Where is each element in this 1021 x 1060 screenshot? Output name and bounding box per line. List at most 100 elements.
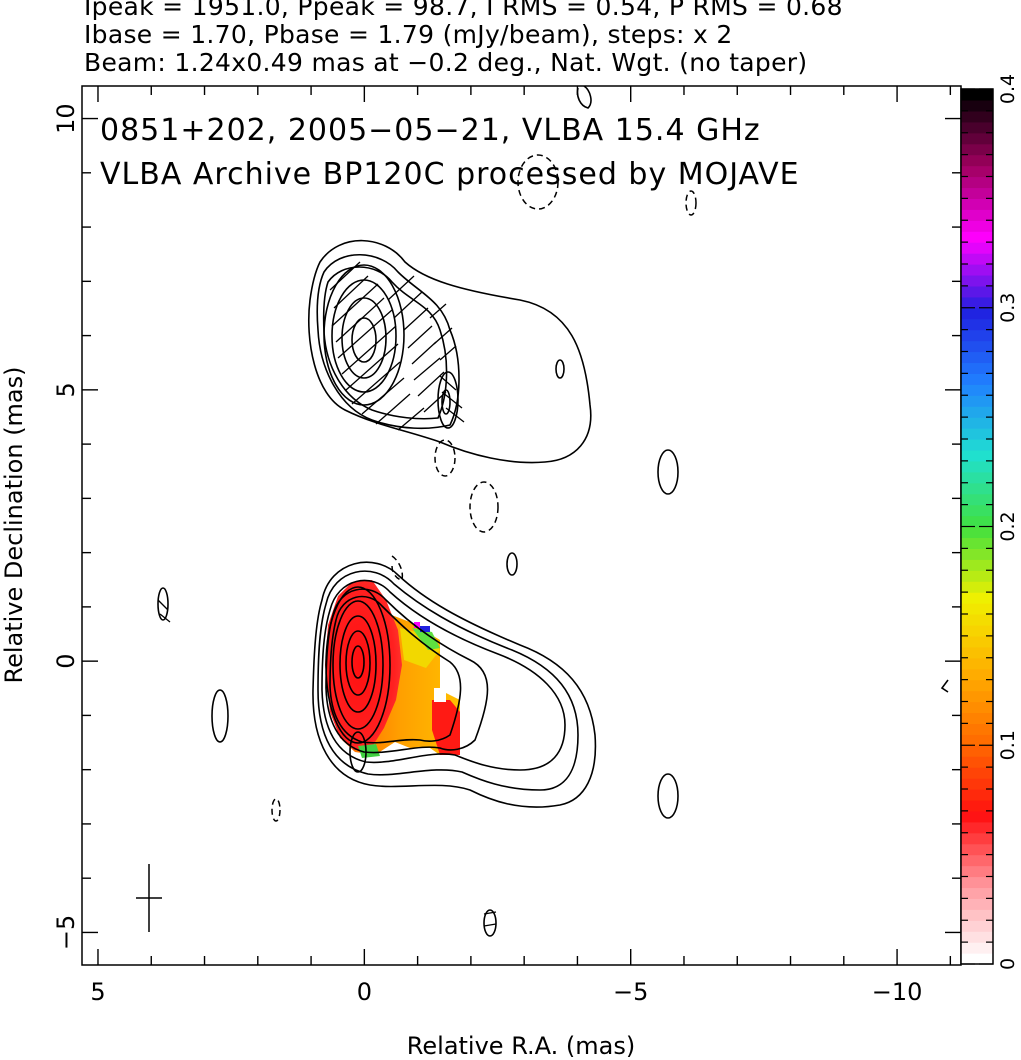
colorbar-band <box>961 843 993 856</box>
plot-frame <box>81 85 962 966</box>
colorbar-band <box>961 887 993 899</box>
colorbar-band <box>961 187 993 199</box>
core-contour-3 <box>321 579 566 771</box>
green-edge-polarization-patch <box>358 744 380 758</box>
colorbar-band <box>961 231 993 243</box>
header-stats-line: Ipeak = 1951.0, Ppeak = 98.7, I RMS = 0.… <box>84 0 843 21</box>
negative-contour <box>469 481 499 533</box>
colorbar-band <box>961 646 993 659</box>
colorbar-band <box>961 635 993 648</box>
north-contour-9 <box>441 389 451 415</box>
colorbar-band <box>961 395 993 407</box>
x-axis-ticks: 5 0 −5 −10 <box>90 86 952 1006</box>
isolated-contour <box>940 679 949 693</box>
colorbar-band <box>961 264 993 276</box>
colorbar-band <box>961 942 993 954</box>
colorbar-band <box>961 767 993 779</box>
colorbar-band <box>961 209 993 221</box>
white-jet-gap <box>434 688 446 702</box>
y-tick-label: 0 <box>52 654 80 669</box>
isolated-contour <box>157 587 169 621</box>
core-contour-6 <box>325 586 391 744</box>
y-tick-label: −5 <box>52 915 80 950</box>
red-jet-polarization-patch <box>432 700 460 755</box>
colorbar-band <box>961 362 993 374</box>
north-contour-6 <box>341 297 387 379</box>
core-contour-7 <box>332 600 384 730</box>
isolated-contour <box>657 449 679 495</box>
core-contour-8 <box>339 615 377 713</box>
colorbar-tick-label: 0.3 <box>997 293 1019 323</box>
colorbar-band <box>961 274 993 287</box>
colorbar-band <box>961 471 993 484</box>
colorbar-band <box>961 865 993 878</box>
colorbar-band <box>961 537 993 549</box>
colorbar-band <box>961 307 993 320</box>
colorbar-band <box>961 931 993 943</box>
colorbar-band <box>961 504 993 517</box>
colorbar-band <box>961 449 993 462</box>
colorbar <box>961 89 993 965</box>
colorbar-band <box>961 953 993 965</box>
colorbar-band <box>961 143 993 156</box>
y-axis-label: Relative Declination (mas) <box>0 366 28 683</box>
colorbar-band <box>961 132 993 145</box>
y-tick-label: 10 <box>52 103 80 134</box>
core-contour-10 <box>351 645 365 679</box>
colorbar-band <box>961 778 993 790</box>
isolated-contour <box>483 909 497 937</box>
colorbar-band <box>961 909 993 921</box>
source-annotation: 0851+202, 2005−05−21, VLBA 15.4 GHz <box>100 113 761 148</box>
isolated-contour <box>555 359 565 379</box>
core-contour-5 <box>329 595 462 744</box>
colorbar-band <box>961 340 993 353</box>
x-tick-label: 0 <box>357 978 372 1006</box>
colorbar-band <box>961 165 993 178</box>
colorbar-band <box>961 723 993 735</box>
header-base-line: Ibase = 1.70, Pbase = 1.79 (mJy/beam), s… <box>84 20 733 49</box>
colorbar-band <box>961 482 993 495</box>
negative-contour <box>271 798 281 822</box>
contour-lines <box>157 86 949 937</box>
colorbar-tick-label: 0.4 <box>997 74 1019 104</box>
north-contour-7 <box>351 317 377 363</box>
north-contour-8 <box>437 371 459 429</box>
north-contour-2 <box>316 253 460 430</box>
colorbar-band <box>961 253 993 265</box>
colorbar-band <box>961 526 993 539</box>
green-polarization-patch <box>412 628 440 650</box>
isolated-contour <box>506 552 518 576</box>
negative-contour <box>517 154 559 210</box>
x-tick-label: −5 <box>613 978 648 1006</box>
negative-contour <box>434 439 456 477</box>
colorbar-band <box>961 373 993 385</box>
north-contour-4 <box>323 264 405 406</box>
x-tick-label: 5 <box>90 978 105 1006</box>
core-contour-2 <box>317 570 579 791</box>
north-contour-outer <box>307 239 592 464</box>
colorbar-band <box>961 515 993 528</box>
colorbar-band <box>961 756 993 768</box>
colorbar-band <box>961 668 993 681</box>
core-contour-11 <box>349 731 367 773</box>
colorbar-band <box>961 581 993 593</box>
y-tick-label: 5 <box>52 382 80 397</box>
colorbar-band <box>961 603 993 615</box>
core-contour-outer <box>312 561 597 808</box>
colorbar-band <box>961 789 993 801</box>
colorbar-band <box>961 570 993 582</box>
colorbar-band <box>961 493 993 506</box>
core-contour-4 <box>325 588 489 754</box>
colorbar-band <box>961 89 993 101</box>
colorbar-band <box>961 548 993 560</box>
colorbar-band <box>961 734 993 746</box>
colorbar-band <box>961 592 993 604</box>
colorbar-band <box>961 460 993 473</box>
colorbar-band <box>961 428 993 440</box>
colorbar-band <box>961 110 993 123</box>
colorbar-band <box>961 351 993 364</box>
colorbar-band <box>961 99 993 112</box>
colorbar-band <box>961 745 993 757</box>
colorbar-tick-label: 0.1 <box>997 730 1019 760</box>
archive-annotation: VLBA Archive BP120C processed by MOJAVE <box>100 157 800 192</box>
